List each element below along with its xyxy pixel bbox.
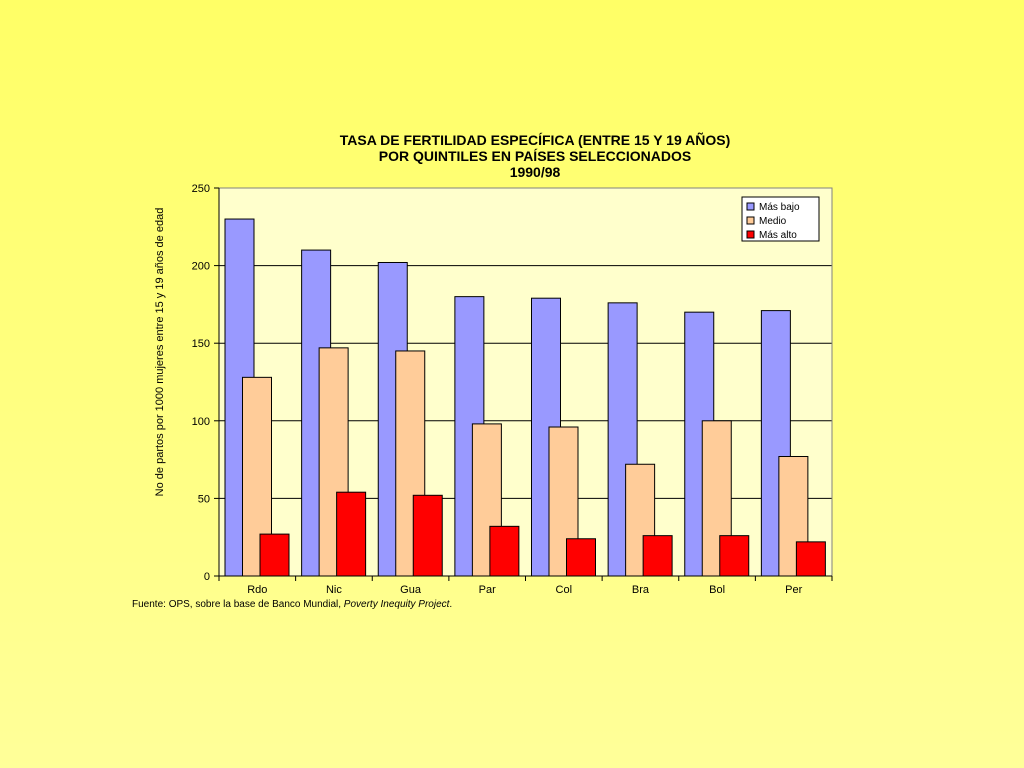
source-prefix: Fuente: OPS, sobre la base de Banco Mund… (132, 599, 344, 610)
bar-par-series-3 (489, 525, 520, 577)
bar-bra-series-3 (642, 535, 673, 577)
y-tick-label: 100 (192, 416, 210, 428)
legend-swatch (746, 202, 755, 211)
chart-title: TASA DE FERTILIDAD ESPECÍFICA (ENTRE 15 … (340, 131, 731, 180)
x-tick-label: Par (479, 584, 496, 596)
y-tick-labels: 0 50 100 150 200 250 (192, 183, 210, 583)
bar-rdo-series-3 (259, 533, 290, 577)
x-tick-labels: Rdo Nic Gua Par Col Bra Bol Per (247, 584, 802, 596)
title-line-3: 1990/98 (510, 164, 561, 180)
title-line-2: POR QUINTILES EN PAÍSES SELECCIONADOS (379, 148, 691, 164)
x-tick-label: Col (556, 584, 573, 596)
bar-per-series-3 (795, 541, 826, 577)
bar-col-series-3 (566, 538, 596, 577)
x-tick-label: Bol (709, 584, 725, 596)
legend-label: Más alto (759, 230, 797, 241)
bar-bol-series-3 (719, 535, 750, 577)
y-axis-title: No de partos por 1000 mujeres entre 15 y… (154, 208, 166, 497)
source-italic: Poverty Inequity Project (344, 599, 451, 610)
x-tick-label: Nic (326, 584, 342, 596)
x-tick-label: Bra (632, 584, 650, 596)
x-tick-label: Per (785, 584, 802, 596)
y-tick-label: 0 (204, 571, 210, 583)
y-tick-label: 50 (198, 493, 210, 505)
source-note: Fuente: OPS, sobre la base de Banco Mund… (132, 599, 452, 610)
y-tick-label: 250 (192, 183, 210, 195)
source-suffix: . (449, 599, 452, 610)
x-tick-label: Rdo (247, 584, 267, 596)
legend-swatch (746, 230, 755, 239)
legend-label: Más bajo (759, 202, 800, 213)
legend: Más bajo Medio Más alto (741, 196, 820, 242)
legend-swatch (746, 216, 755, 225)
bar-nic-series-3 (336, 491, 367, 577)
y-tick-label: 150 (192, 338, 210, 350)
x-tick-label: Gua (400, 584, 422, 596)
y-tick-label: 200 (192, 261, 210, 273)
bars (224, 218, 826, 577)
legend-box (741, 196, 820, 242)
bar-bra-series-1 (607, 302, 638, 577)
axes (214, 187, 833, 581)
legend-label: Medio (759, 216, 787, 227)
title-line-1: TASA DE FERTILIDAD ESPECÍFICA (ENTRE 15 … (340, 131, 731, 148)
bar-gua-series-3 (412, 494, 443, 577)
